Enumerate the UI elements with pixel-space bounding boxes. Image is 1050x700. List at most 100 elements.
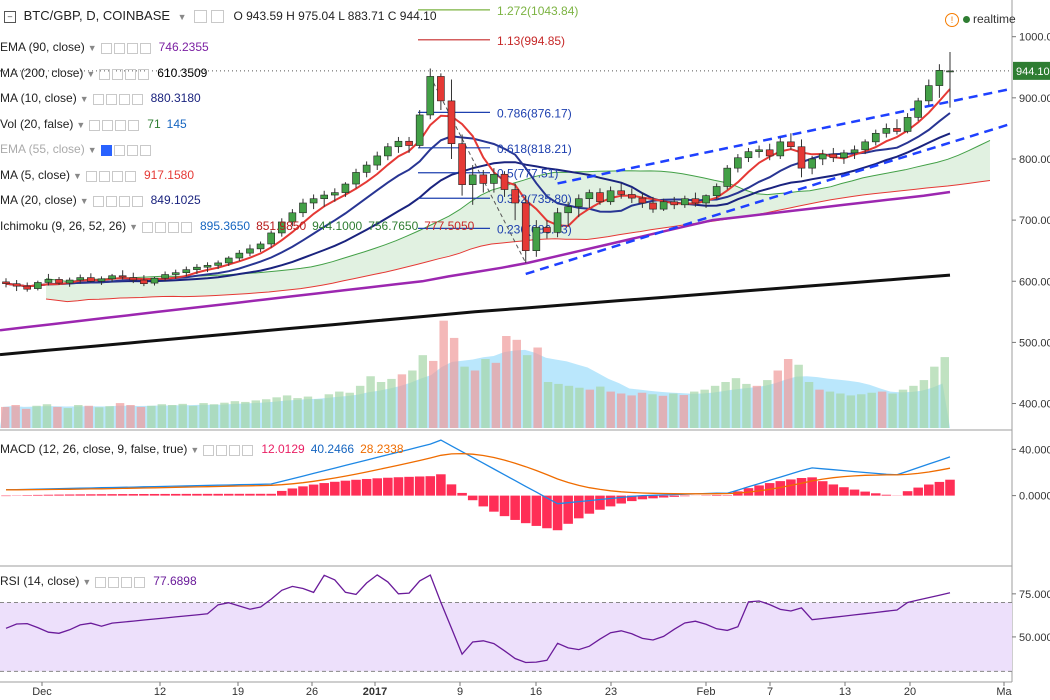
indicator-name[interactable]: Ichimoku (9, 26, 52, 26) [0,218,127,233]
gear-icon[interactable] [112,68,124,80]
chevron-down-icon[interactable]: ▼ [86,68,96,79]
indicator-name[interactable]: EMA (55, close) [0,142,85,156]
chevron-down-icon[interactable]: ▼ [79,196,89,206]
eye-icon[interactable] [142,221,153,233]
gear-icon[interactable] [113,43,125,55]
macd-legend[interactable]: MACD (12, 26, close, 9, false, true) ▼ 12.… [0,440,410,458]
macd-histogram-bar [340,480,351,496]
more-icon[interactable] [131,94,143,106]
more-icon[interactable] [138,68,150,80]
chevron-down-icon[interactable]: ▼ [76,119,86,130]
gear-icon[interactable] [105,196,117,208]
close-icon[interactable] [121,577,133,589]
close-icon[interactable] [126,145,138,157]
price-tick-label: 500.00 [1019,337,1050,349]
more-icon[interactable] [131,196,143,208]
macd-histogram-bar [945,479,955,496]
volume-bar [324,394,334,428]
eye-icon[interactable] [89,119,101,131]
more-icon[interactable] [134,577,146,589]
eye-icon[interactable] [100,145,112,157]
close-icon[interactable] [126,43,138,55]
close-icon[interactable] [229,445,241,457]
gear-icon[interactable] [155,221,166,233]
chevron-down-icon[interactable]: ▼ [129,221,138,232]
candle-body [553,212,562,233]
realtime-indicator[interactable]: ! realtime [945,12,1016,27]
more-icon[interactable] [124,170,136,182]
indicator-name[interactable]: Vol (20, false) [0,116,74,131]
indicator-legend[interactable]: MA (5, close) ▼ 917.1580 [0,166,200,184]
rsi-tick-label: 75.0000 [1019,589,1050,601]
symbol-dropdown-icon[interactable]: ▼ [177,12,187,22]
eye-icon[interactable] [92,196,104,208]
gear-icon[interactable] [105,94,117,106]
gear-icon[interactable] [216,445,228,457]
chevron-down-icon[interactable]: ▼ [87,43,97,53]
close-icon[interactable] [125,68,137,80]
gear-icon[interactable] [113,145,125,157]
gear-icon[interactable] [98,170,110,182]
close-icon[interactable] [118,94,130,106]
close-icon[interactable] [118,196,130,208]
macd-histogram-bar [117,494,128,496]
macd-histogram-bar [796,478,807,496]
more-icon[interactable] [139,145,151,157]
symbol-settings-icon[interactable] [194,10,208,24]
candle-body [808,158,816,169]
indicator-legend[interactable]: Vol (20, false) ▼ 71 145 [0,115,193,133]
rsi-band [0,602,1012,672]
macd-histogram-bar [839,487,849,496]
indicator-legend[interactable]: EMA (55, close) ▼ [0,140,159,158]
chevron-down-icon[interactable]: ▼ [82,577,92,587]
eye-icon[interactable] [95,577,107,589]
more-icon[interactable] [181,221,192,233]
eye-icon[interactable] [92,94,104,106]
gear-icon[interactable] [108,577,120,589]
close-icon[interactable] [115,119,127,131]
eye-icon[interactable] [85,170,97,182]
chevron-down-icon[interactable]: ▼ [87,145,97,155]
indicator-legend[interactable]: MA (200, close) ▼ 610.3509 [0,64,213,82]
gear-icon[interactable] [102,119,114,131]
collapse-icon[interactable]: – [4,10,16,23]
macd-histogram-bar [775,481,786,496]
more-icon[interactable] [242,445,254,457]
eye-icon[interactable] [203,445,215,457]
indicator-name[interactable]: MA (5, close) [0,167,71,182]
indicator-legend[interactable]: MA (10, close) ▼ 880.3180 [0,89,207,107]
more-icon[interactable] [139,43,151,55]
indicator-name[interactable]: MA (200, close) [0,65,84,80]
indicator-name[interactable]: MA (20, close) [0,193,77,207]
macd-histogram-bar [489,495,499,512]
warning-icon[interactable]: ! [945,13,959,27]
more-icon[interactable] [128,119,140,131]
symbol-eye-icon[interactable] [210,10,224,24]
indicator-legend[interactable]: MA (20, close) ▼ 849.1025 [0,191,207,209]
chevron-down-icon[interactable]: ▼ [79,94,89,104]
close-icon[interactable] [111,170,123,182]
indicator-name[interactable]: EMA (90, close) [0,40,85,54]
chevron-down-icon[interactable]: ▼ [190,445,200,455]
indicator-legend[interactable]: EMA (90, close) ▼ 746.2355 [0,38,215,56]
eye-icon[interactable] [100,43,112,55]
eye-icon[interactable] [99,68,111,80]
volume-bar [815,389,824,428]
symbol-label[interactable]: BTC/GBP, D, COINBASE [23,8,171,23]
candle-body [606,190,615,203]
indicator-name[interactable]: RSI (14, close) [0,574,80,588]
candle-body [331,192,339,196]
volume-bar [836,393,845,428]
chevron-down-icon[interactable]: ▼ [73,170,82,181]
indicator-name[interactable]: MA (10, close) [0,91,77,105]
close-icon[interactable] [168,221,179,233]
rsi-legend[interactable]: RSI (14, close) ▼ 77.6898 [0,572,203,590]
indicator-legend[interactable]: Ichimoku (9, 26, 52, 26) ▼ 895.3650 851.985… [0,217,480,235]
candle-body [458,143,466,185]
volume-bar [491,362,501,428]
price-tick-label: 900.00 [1019,93,1050,105]
indicator-value: 917.1580 [143,167,195,182]
indicator-value: 851.9850 [256,218,307,233]
indicator-name[interactable]: MACD (12, 26, close, 9, false, true) [0,442,188,456]
